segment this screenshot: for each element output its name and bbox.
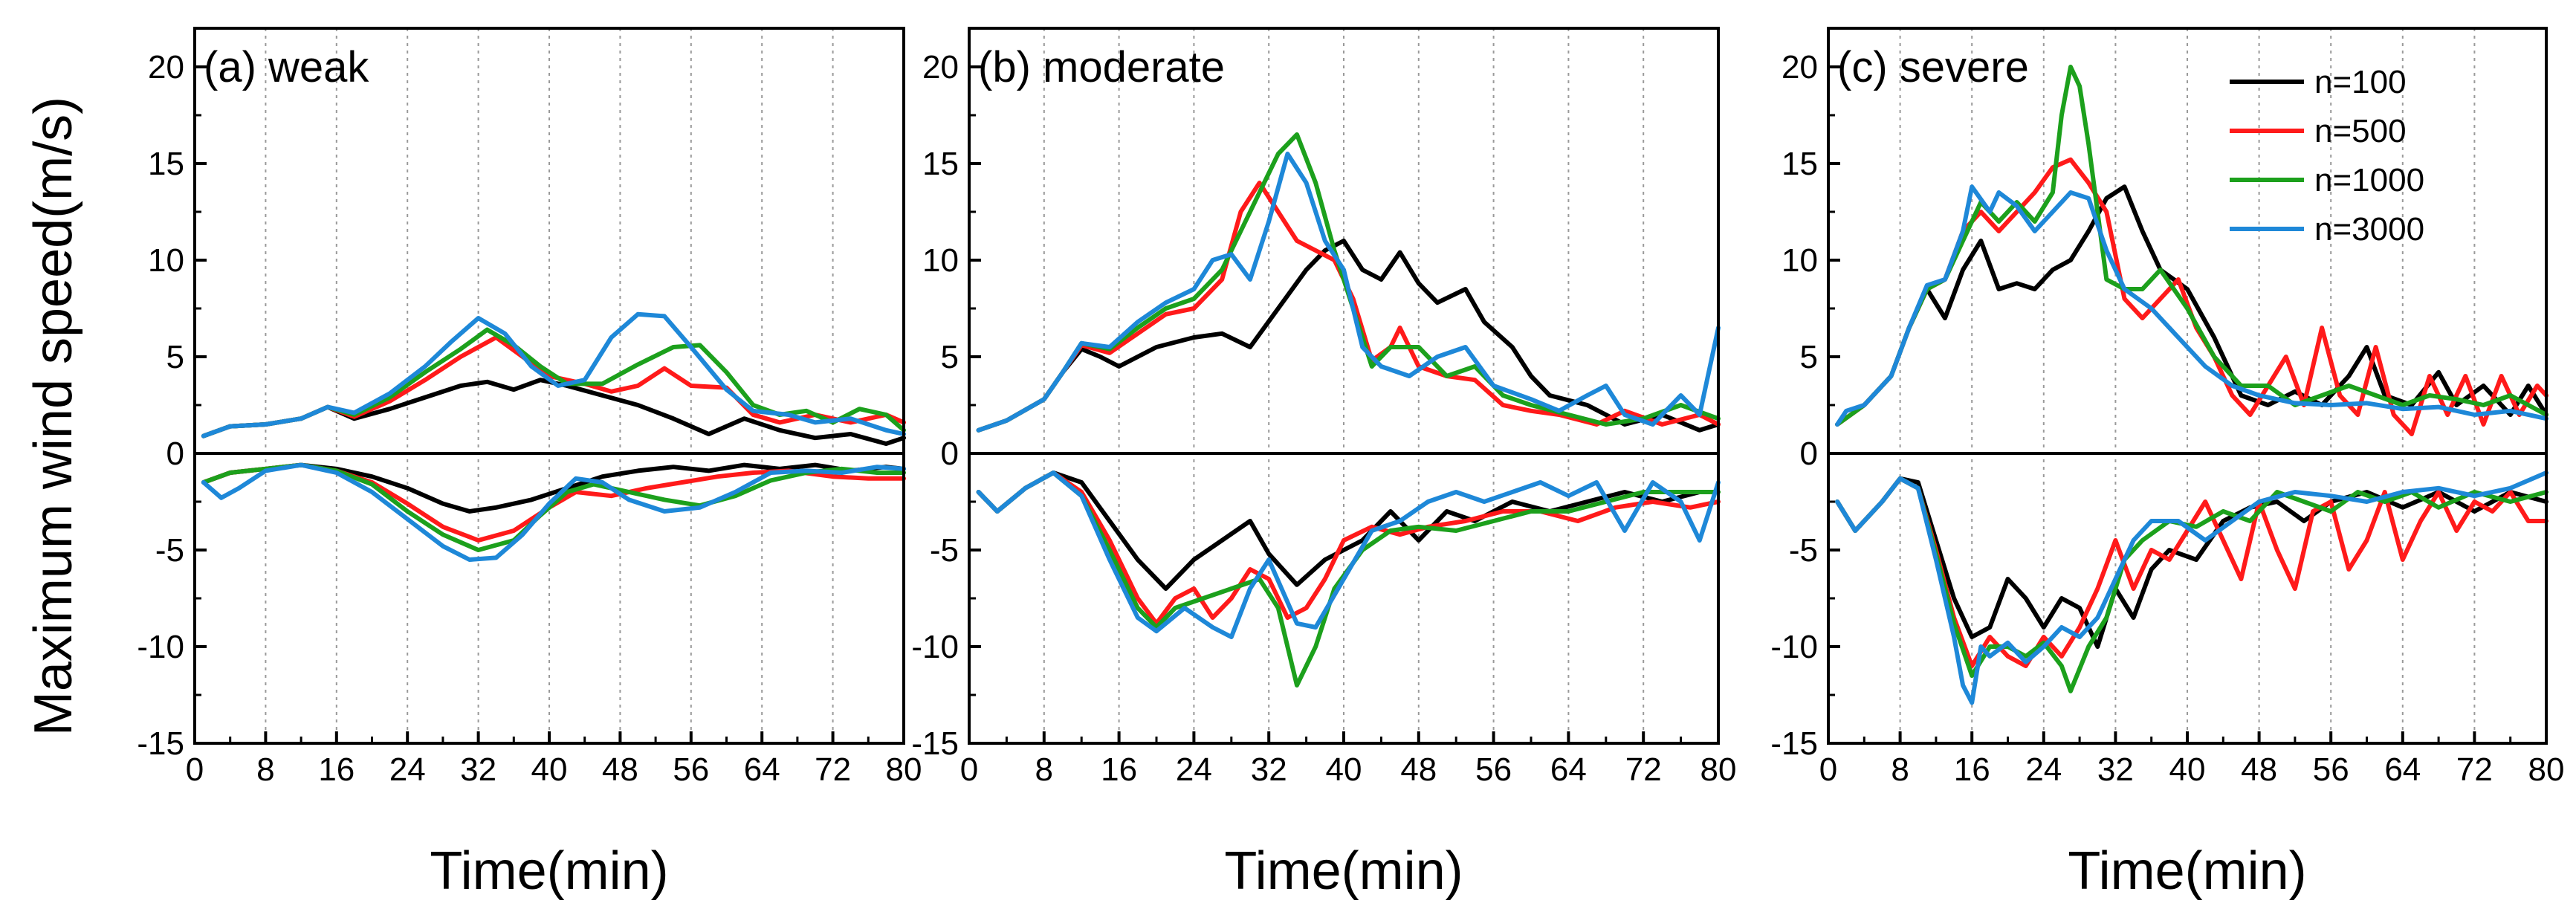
series-line-n-500-positive [201, 335, 906, 439]
y-tick-label: 15 [922, 146, 959, 182]
y-tick-label: 5 [1800, 339, 1818, 375]
series-line-n-500-negative [976, 470, 1721, 626]
series-line-n-3000-negative [1835, 470, 2549, 705]
x-tick-label: 32 [460, 751, 496, 788]
panel-a-weak: 0 8 16 24 32 40 48 56 64 72 80 -15 -10 -5 0 5 10 15 20 (a) … [137, 27, 922, 901]
legend: n=100 n=500 n=1000 n=3000 [2230, 64, 2424, 248]
x-tick-label: 64 [2384, 751, 2421, 788]
series-line-n-100-negative [1835, 476, 2549, 649]
y-tick-label: -10 [911, 629, 959, 665]
y-tick-label: 10 [1781, 242, 1818, 279]
x-tick-label: 80 [886, 751, 922, 788]
x-tick-label: 40 [2169, 751, 2206, 788]
x-tick-label: 40 [1326, 751, 1362, 788]
y-tick-label: 20 [922, 49, 959, 85]
y-tick-label: 0 [941, 436, 959, 472]
x-axis-label: Time(min) [1224, 841, 1463, 901]
y-tick-label: 20 [148, 49, 184, 85]
x-tick-label: 80 [2528, 751, 2565, 788]
y-tick-label: -15 [137, 725, 184, 762]
series-line-n-100-positive [976, 239, 1721, 433]
x-axis-label: Time(min) [430, 841, 668, 901]
y-tick-label: -15 [911, 725, 959, 762]
panel-label: (a) weak [204, 43, 369, 91]
x-tick-label: 8 [1891, 751, 1909, 788]
y-tick-label: 20 [1781, 49, 1818, 85]
y-tick-label: 15 [148, 146, 184, 182]
y-tick-label: 5 [166, 339, 184, 375]
x-tick-label: 16 [1101, 751, 1137, 788]
series-line-n-3000-positive [1835, 184, 2549, 427]
series-line-n-3000-negative [976, 470, 1721, 639]
y-tick-label: 5 [941, 339, 959, 375]
y-tick-label: -5 [155, 532, 184, 569]
y-tick-label: -10 [137, 629, 184, 665]
series-line-n-3000-positive [201, 311, 906, 439]
x-tick-label: 64 [1550, 751, 1587, 788]
series-line-n-500-negative [1835, 476, 2549, 668]
panel-label: (b) moderate [978, 43, 1225, 91]
x-tick-label: 64 [744, 751, 780, 788]
x-tick-label: 72 [1625, 751, 1662, 788]
x-tick-label: 16 [318, 751, 355, 788]
y-tick-label: 0 [1800, 436, 1818, 472]
x-tick-label: 8 [256, 751, 274, 788]
y-tick-label: -5 [1789, 532, 1818, 569]
y-axis-label: Maximum wind speed(m/s) [24, 97, 83, 736]
x-tick-label: 0 [960, 751, 978, 788]
x-tick-label: 48 [1400, 751, 1437, 788]
y-tick-label: -15 [1770, 725, 1818, 762]
x-tick-label: 40 [531, 751, 568, 788]
x-tick-label: 56 [2313, 751, 2349, 788]
y-tick-label: 10 [148, 242, 184, 279]
x-tick-label: 56 [1475, 751, 1512, 788]
legend-label: n=500 [2314, 113, 2407, 149]
x-tick-label: 72 [815, 751, 851, 788]
series-line-n-3000-positive [976, 152, 1721, 433]
x-tick-label: 32 [2097, 751, 2134, 788]
series-line-n-500-positive [976, 181, 1721, 433]
x-tick-label: 16 [1954, 751, 1990, 788]
panel-b-moderate: 0 8 16 24 32 40 48 56 64 72 80 -15 -10 -5 0 5 10 15 20 (b) … [911, 27, 1737, 901]
x-tick-label: 24 [2025, 751, 2062, 788]
legend-label: n=1000 [2314, 162, 2424, 198]
y-tick-label: -5 [930, 532, 959, 569]
y-tick-label: 0 [166, 436, 184, 472]
x-tick-label: 24 [1176, 751, 1212, 788]
legend-label: n=100 [2314, 64, 2407, 100]
x-axis-label: Time(min) [2068, 841, 2306, 901]
series-line-n-100-negative [976, 470, 1721, 591]
x-tick-label: 8 [1035, 751, 1053, 788]
x-tick-label: 24 [389, 751, 426, 788]
series-line-n-100-positive [1835, 184, 2549, 427]
x-tick-label: 32 [1251, 751, 1287, 788]
panel-label: (c) severe [1837, 43, 2029, 91]
x-tick-label: 0 [186, 751, 204, 788]
legend-label: n=3000 [2314, 211, 2424, 248]
y-tick-label: 15 [1781, 146, 1818, 182]
x-tick-label: 72 [2456, 751, 2493, 788]
x-tick-label: 48 [602, 751, 638, 788]
x-tick-label: 56 [673, 751, 709, 788]
x-tick-label: 0 [1819, 751, 1837, 788]
series-line-n-3000-negative [201, 462, 906, 562]
y-tick-label: 10 [922, 242, 959, 279]
panel-c-severe: 0 8 16 24 32 40 48 56 64 72 80 -15 -10 -5 0 5 10 15 20 (c) … [1770, 27, 2565, 901]
x-tick-label: 80 [1700, 751, 1737, 788]
y-tick-label: -10 [1770, 629, 1818, 665]
x-tick-label: 48 [2241, 751, 2277, 788]
